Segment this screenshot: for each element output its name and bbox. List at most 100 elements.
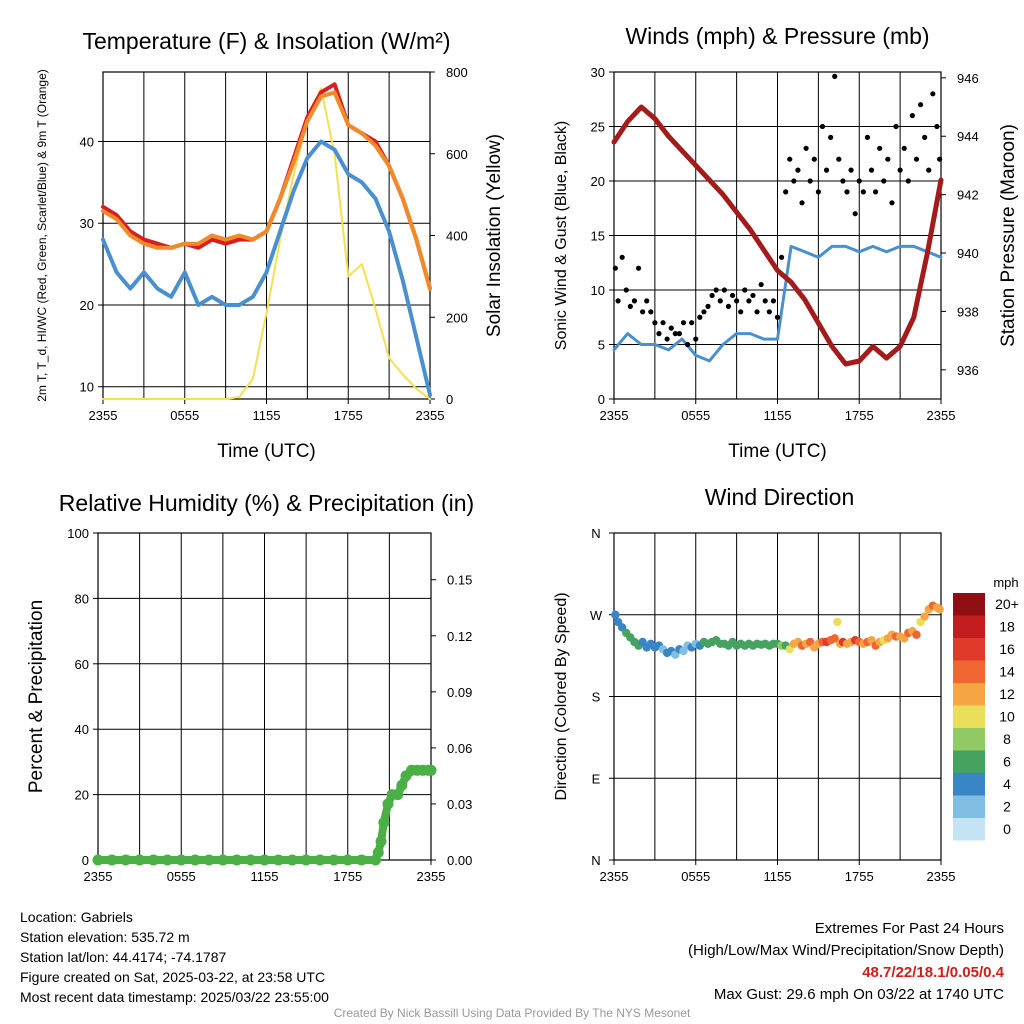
precip-point: [92, 854, 104, 866]
chart-title: Relative Humidity (%) & Precipitation (i…: [59, 490, 474, 516]
gust-point: [860, 189, 866, 195]
colorbar-swatch: [953, 638, 985, 661]
colorbar-label: 8: [1003, 731, 1011, 747]
gust-point: [644, 298, 650, 304]
x-tick-label: 2355: [927, 869, 956, 884]
x-tick-label: 2355: [927, 408, 956, 423]
gust-point: [848, 167, 854, 173]
location-text: Location: Gabriels: [20, 909, 133, 925]
precip-point: [148, 854, 159, 866]
colorbar-label: 20+: [995, 596, 1019, 612]
gust-point: [864, 134, 871, 140]
precip-point: [392, 789, 404, 801]
chart-title: Wind Direction: [705, 484, 855, 510]
y-tick-label: 0: [598, 392, 605, 407]
colorbar-label: 10: [999, 709, 1015, 725]
gust-point: [750, 292, 756, 299]
gust-point: [648, 309, 654, 315]
precip-point: [372, 847, 384, 859]
precip-point: [231, 854, 243, 866]
y2-tick-label: 936: [957, 363, 979, 378]
colorbar-swatch: [953, 660, 985, 683]
colorbar-label: 0: [1003, 821, 1011, 837]
y-tick-label: N: [591, 526, 600, 541]
gust-point: [795, 167, 801, 173]
colorbar-swatch: [953, 795, 985, 818]
gust-point: [840, 178, 846, 184]
gust-point: [901, 145, 907, 151]
x-tick-label: 2355: [416, 408, 445, 423]
gust-point: [758, 281, 764, 288]
x-tick-label: 1155: [764, 869, 792, 884]
precip-point: [342, 854, 354, 866]
y2-tick-label: 942: [957, 188, 979, 203]
precip-point: [378, 817, 390, 829]
y-axis-label: Direction (Colored By Speed): [553, 592, 570, 800]
gust-point: [672, 331, 678, 337]
y-tick-label: E: [592, 771, 601, 786]
y-tick-label: 20: [80, 298, 94, 313]
gust-point: [680, 320, 687, 326]
precip-point: [286, 854, 298, 866]
y-axis-label: Percent & Precipitation: [26, 600, 47, 793]
temp-series-line: [102, 87, 431, 400]
gust-point: [656, 331, 662, 337]
gust-point: [746, 298, 752, 304]
created-text: Figure created on Sat, 2025-03-22, at 23…: [20, 969, 326, 985]
x-axis-label: Time (UTC): [217, 441, 316, 462]
y-tick-label: 30: [80, 216, 94, 231]
gust-point: [612, 265, 618, 271]
y2-tick-label: 0.00: [447, 853, 472, 868]
y-tick-label: 10: [80, 380, 94, 395]
x-tick-label: 1755: [845, 869, 874, 884]
gust-point: [868, 167, 875, 173]
gust-point: [660, 320, 666, 326]
chart-title: Winds (mph) & Pressure (mb): [625, 23, 929, 49]
gust-point: [885, 156, 891, 162]
direction-point: [912, 630, 921, 639]
precip-point: [106, 854, 118, 866]
credit-text: Created By Nick Bassill Using Data Provi…: [333, 1006, 691, 1020]
gust-point: [770, 298, 777, 304]
direction-point: [935, 605, 944, 614]
direction-point: [830, 634, 839, 643]
x-tick-label: 2355: [84, 869, 113, 884]
colorbar-swatch: [953, 593, 985, 616]
precip-point: [382, 798, 394, 810]
colorbar-swatch: [953, 683, 985, 706]
x-tick-label: 2355: [417, 869, 446, 884]
precip-point: [189, 854, 201, 866]
y-tick-label: 25: [591, 120, 605, 135]
x-axis-label: Time (UTC): [728, 441, 827, 462]
x-tick-label: 0555: [681, 408, 710, 423]
gust-point: [766, 309, 772, 315]
gust-point: [640, 309, 646, 315]
y-tick-label: 20: [591, 174, 605, 189]
gust-point: [811, 156, 817, 162]
x-tick-label: 2355: [89, 408, 118, 423]
precip-point: [245, 854, 257, 866]
y2-tick-label: 0.15: [447, 573, 472, 588]
gust-point: [717, 298, 723, 304]
y-tick-label: 30: [591, 65, 605, 80]
gust-point: [652, 320, 658, 326]
gust-point: [922, 134, 928, 140]
gust-point: [762, 298, 768, 304]
x-tick-label: 1755: [333, 869, 362, 884]
y-axis-label: Sonic Wind & Gust (Blue, Black): [553, 121, 570, 350]
gust-point: [778, 254, 785, 260]
precip-point: [272, 854, 284, 866]
gust-point: [877, 145, 883, 151]
y2-tick-label: 940: [957, 246, 979, 261]
y2-tick-label: 946: [957, 71, 979, 86]
gust-point: [734, 298, 740, 304]
gust-point: [705, 303, 711, 309]
gust-point: [937, 156, 943, 162]
gust-point: [725, 303, 732, 309]
colorbar-label: 2: [1003, 799, 1011, 815]
gust-point: [852, 211, 858, 217]
precip-point: [203, 854, 215, 866]
gust-point: [754, 309, 760, 315]
y2-tick-label: 938: [957, 304, 979, 319]
